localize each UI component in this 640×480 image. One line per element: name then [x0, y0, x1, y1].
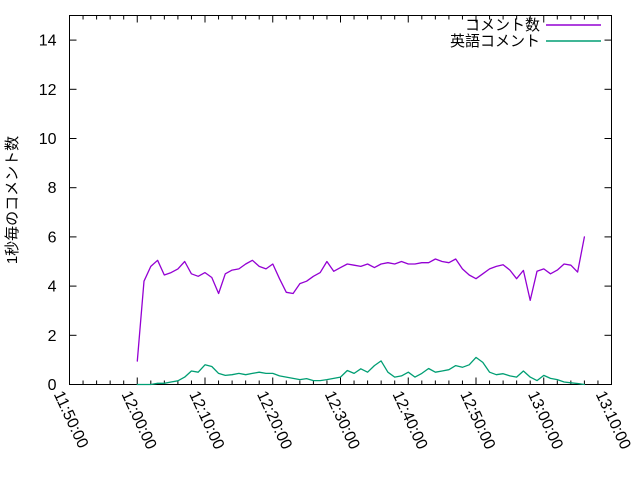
x-tick-label: 12:00:00	[118, 389, 160, 453]
y-tick-label: 12	[39, 82, 57, 99]
y-tick-label: 14	[39, 33, 57, 50]
series-line-english-comments	[136, 356, 586, 386]
legend-label-english-comments: 英語コメント	[450, 32, 540, 50]
y-tick-label: 0	[48, 377, 57, 394]
y-axis-tick-labels: 0 2 4 6 8 10 12 14	[39, 33, 57, 394]
x-tick-label: 12:30:00	[321, 389, 363, 453]
x-axis-tick-labels: 11:50:00 12:00:00 12:10:00 12:20:00 12:30:00…	[50, 389, 634, 453]
y-tick-label: 8	[48, 180, 57, 197]
y-tick-label: 2	[48, 328, 57, 345]
y-tick-label: 6	[48, 229, 57, 246]
x-tick-label: 12:10:00	[185, 389, 227, 453]
y-tick-label: 10	[39, 131, 57, 148]
series-line-comment-count	[136, 236, 586, 362]
x-tick-label: 12:50:00	[456, 389, 498, 453]
plot-frame	[69, 15, 612, 385]
x-tick-label: 13:00:00	[524, 389, 566, 453]
x-tick-label: 13:10:00	[592, 389, 634, 453]
axis-ticks	[69, 15, 612, 385]
data-series	[136, 236, 586, 386]
x-tick-label: 11:50:00	[50, 389, 91, 452]
legend-line-samples	[546, 24, 601, 42]
legend-label-comment-count: コメント数	[465, 17, 540, 34]
y-tick-label: 4	[48, 279, 57, 296]
plot-border	[69, 15, 612, 385]
x-tick-label: 12:20:00	[253, 389, 295, 453]
x-tick-label: 12:40:00	[389, 389, 431, 453]
y-axis-title: 1秒毎のコメント数	[4, 136, 21, 264]
